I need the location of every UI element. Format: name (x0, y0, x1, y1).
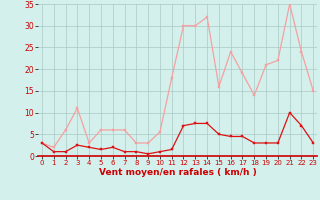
X-axis label: Vent moyen/en rafales ( km/h ): Vent moyen/en rafales ( km/h ) (99, 168, 256, 177)
